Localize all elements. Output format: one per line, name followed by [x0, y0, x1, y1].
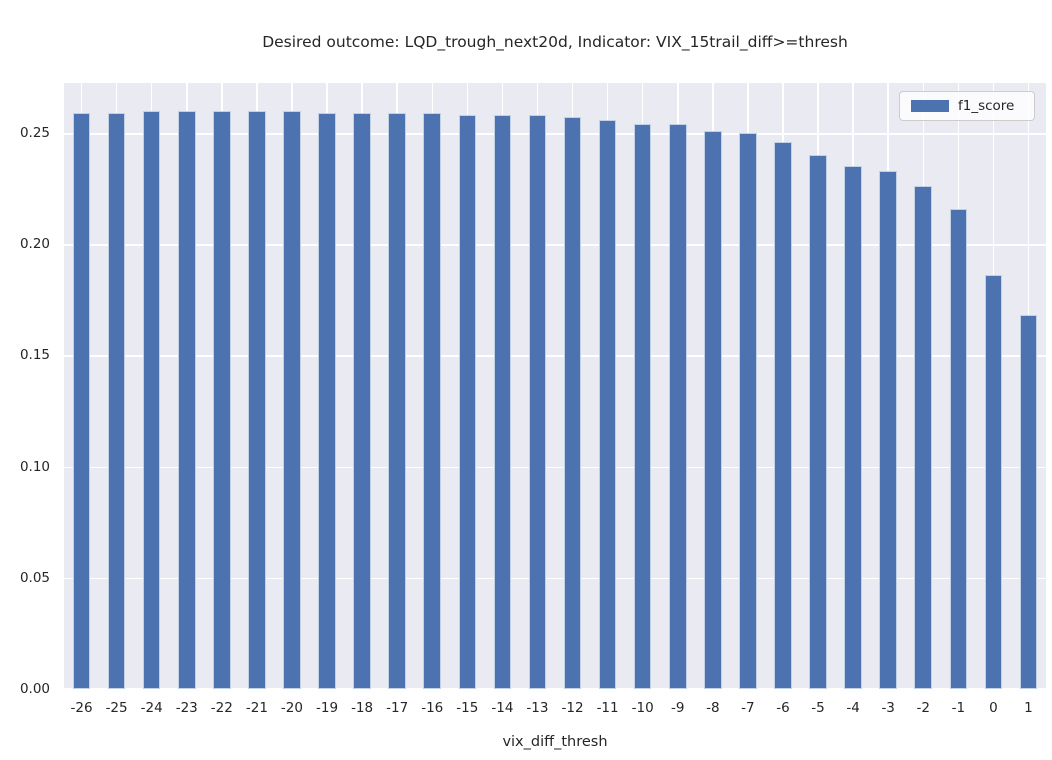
bar--23: [177, 110, 196, 689]
x-tick-label: 1: [1024, 700, 1033, 716]
x-tick-label: -16: [421, 700, 444, 716]
x-tick-label: -13: [526, 700, 549, 716]
y-tick-label: 0.20: [19, 236, 50, 253]
bar--12: [563, 117, 582, 689]
gridline-y-0.15: [64, 355, 1046, 357]
x-tick-label: -20: [280, 700, 303, 716]
y-tick-label: 0.10: [19, 458, 50, 475]
bar--22: [213, 110, 231, 689]
bar-1: [1019, 315, 1038, 689]
x-tick-label: -18: [351, 700, 374, 716]
x-tick-label: -1: [951, 700, 966, 716]
x-tick-label: -25: [105, 700, 128, 716]
gridline-y-0.20: [64, 244, 1046, 246]
bar--3: [879, 170, 897, 689]
bar--19: [318, 113, 336, 689]
bar--14: [493, 115, 512, 689]
y-tick-label: 0.05: [19, 569, 50, 586]
bar--20: [283, 110, 301, 689]
x-tick-label: -26: [70, 700, 93, 716]
x-tick-label: -4: [846, 700, 860, 716]
y-tick-label: 0.25: [19, 125, 50, 142]
bar--13: [528, 115, 547, 689]
x-axis-label: vix_diff_thresh: [502, 734, 608, 750]
x-tick-label: -8: [706, 700, 720, 716]
bar--17: [388, 113, 406, 689]
bar--16: [423, 113, 441, 689]
x-tick-label: -24: [140, 700, 163, 716]
bar--24: [142, 110, 161, 689]
bar--7: [739, 133, 757, 689]
bar--5: [809, 155, 827, 689]
legend: f1_score: [899, 91, 1035, 121]
x-tick-label: -15: [456, 700, 479, 716]
gridline-y-0.00: [64, 687, 1046, 689]
x-tick-label: 0: [989, 700, 998, 716]
bar--8: [704, 130, 722, 689]
x-tick-label: -17: [386, 700, 409, 716]
legend-entry-label: f1_score: [958, 98, 1015, 114]
bar--25: [107, 113, 126, 689]
gridline-y-0.10: [64, 466, 1046, 469]
y-tick-label: 0.00: [19, 681, 50, 697]
bar--10: [633, 124, 652, 689]
x-tick-label: -7: [741, 700, 755, 716]
bar--9: [668, 124, 687, 689]
chart-title: Desired outcome: LQD_trough_next20d, Ind…: [262, 33, 848, 51]
x-tick-label: -21: [245, 700, 268, 716]
legend-color-swatch: [911, 100, 949, 112]
y-tick-label: 0.15: [19, 347, 50, 364]
bar--1: [949, 208, 968, 689]
bar--11: [598, 119, 617, 689]
x-tick-label: -14: [491, 700, 514, 716]
x-tick-label: -10: [631, 700, 654, 716]
bar--2: [914, 186, 932, 689]
gridline-y-0.05: [64, 577, 1046, 580]
x-tick-label: -5: [811, 700, 825, 716]
x-tick-label: -11: [596, 700, 619, 716]
x-tick-label: -22: [210, 700, 233, 716]
bar--15: [458, 115, 477, 689]
bar--4: [844, 166, 862, 689]
bar-0: [984, 275, 1003, 689]
x-tick-label: -9: [671, 700, 685, 716]
bar--21: [248, 110, 266, 689]
x-tick-label: -3: [881, 700, 895, 716]
x-tick-label: -6: [776, 700, 790, 716]
bar--6: [774, 141, 792, 689]
plot-area: [64, 83, 1046, 689]
bar--18: [353, 113, 371, 689]
bar--26: [72, 113, 91, 689]
x-tick-label: -2: [916, 700, 930, 716]
gridline-y-0.25: [64, 133, 1046, 135]
x-tick-label: -19: [316, 700, 339, 716]
x-tick-label: -23: [175, 700, 198, 716]
x-tick-label: -12: [561, 700, 584, 716]
